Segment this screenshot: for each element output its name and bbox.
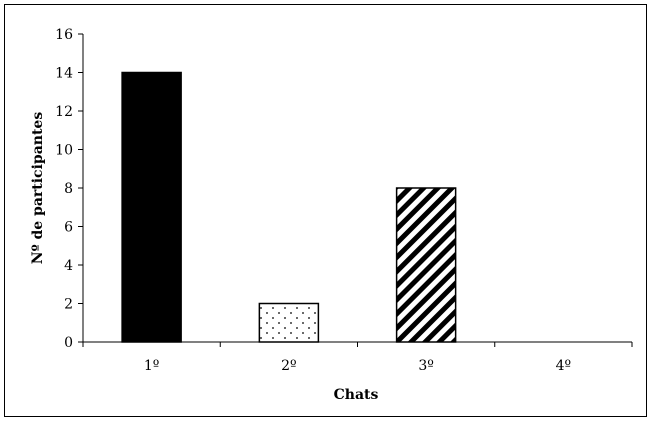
- y-tick-label: 12: [55, 104, 73, 120]
- bar-2: [258, 302, 320, 343]
- x-tick-label: 2º: [281, 358, 297, 374]
- y-axis: 0 2 4 6 8 10 12 14 16: [55, 27, 84, 351]
- x-tick-label: 3º: [418, 358, 434, 374]
- bar-1: [121, 71, 182, 343]
- y-axis-title: Nº de participantes: [30, 112, 46, 265]
- y-tick-label: 4: [64, 258, 73, 274]
- y-tick-label: 0: [64, 335, 73, 351]
- bars: [121, 71, 457, 343]
- x-tick-label: 1º: [144, 358, 160, 374]
- y-tick-label: 2: [64, 297, 73, 313]
- x-axis-title: Chats: [334, 387, 379, 403]
- x-axis: 1º 2º 3º 4º: [82, 341, 633, 374]
- bar-3: [395, 187, 457, 343]
- y-tick-label: 8: [64, 181, 73, 197]
- y-tick-label: 6: [64, 220, 73, 236]
- y-tick-label: 16: [55, 27, 73, 43]
- chart-frame: [4, 4, 647, 417]
- y-tick-label: 10: [55, 143, 73, 159]
- y-tick-label: 14: [55, 66, 73, 82]
- x-tick-label: 4º: [556, 358, 572, 374]
